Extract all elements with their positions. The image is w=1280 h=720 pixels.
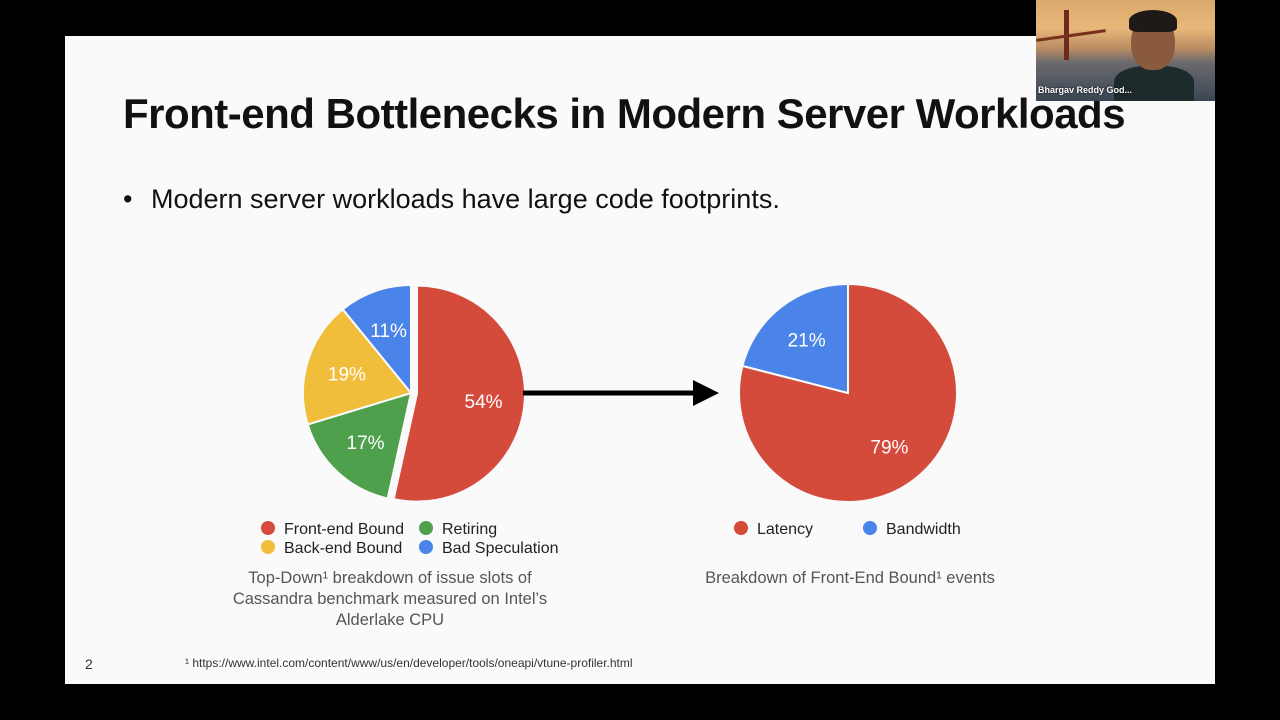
bullet-point: • Modern server workloads have large code… — [123, 184, 780, 215]
legend-swatch-retiring — [419, 521, 433, 535]
bridge-cable-shape — [1036, 29, 1106, 42]
legend-frontend: Latency Bandwidth — [734, 521, 961, 538]
legend-topdown: Front-end Bound Retiring Back-end Bound … — [261, 521, 559, 557]
legend-label-back-end-bound: Back-end Bound — [284, 540, 402, 557]
slice-label-bad-speculation: 11% — [370, 321, 407, 342]
pie-slice-bad-speculation — [341, 283, 412, 396]
pie-slice-back-end-bound — [302, 307, 413, 426]
webcam-video-tile[interactable]: Bhargav Reddy God... — [1036, 0, 1215, 101]
legend-label-bandwidth: Bandwidth — [886, 521, 961, 538]
topdown-pie-chart: 54% 17% 19% 11% — [302, 283, 526, 503]
pie-slice-retiring — [306, 391, 413, 500]
participant-name: Bhargav Reddy God... — [1038, 85, 1133, 95]
slide: Front-end Bottlenecks in Modern Server W… — [65, 36, 1215, 684]
legend-label-retiring: Retiring — [442, 521, 497, 538]
slice-label-front-end-bound: 54% — [465, 392, 503, 413]
caption-frontend: Breakdown of Front-End Bound¹ events — [705, 569, 995, 587]
legend-swatch-back-end-bound — [261, 540, 275, 554]
footnote: ¹ https://www.intel.com/content/www/us/e… — [185, 656, 633, 670]
pie-slice-bandwidth — [741, 282, 849, 395]
bullet-marker: • — [123, 184, 133, 214]
page-number: 2 — [85, 656, 93, 672]
participant-hair — [1129, 10, 1177, 32]
slide-title: Front-end Bottlenecks in Modern Server W… — [123, 90, 1126, 137]
participant-body — [1114, 66, 1194, 101]
legend-swatch-bad-speculation — [419, 540, 433, 554]
legend-label-front-end-bound: Front-end Bound — [284, 521, 404, 538]
legend-label-bad-speculation: Bad Speculation — [442, 540, 559, 557]
arrow — [523, 380, 719, 406]
legend-swatch-latency — [734, 521, 748, 535]
caption-topdown: Top-Down¹ breakdown of issue slots of Ca… — [232, 569, 548, 629]
slice-label-latency: 79% — [870, 437, 908, 458]
legend-label-latency: Latency — [757, 521, 813, 538]
slice-label-back-end-bound: 19% — [328, 365, 366, 386]
bullet-text: Modern server workloads have large code … — [151, 184, 780, 214]
legend-swatch-front-end-bound — [261, 521, 275, 535]
charts-area: 54% 17% 19% 11% 79% 21% Front-end Bound Reti… — [261, 282, 961, 557]
slice-label-bandwidth: 21% — [788, 331, 826, 352]
legend-swatch-bandwidth — [863, 521, 877, 535]
slice-label-retiring: 17% — [347, 433, 385, 454]
pie-slice-front-end-bound — [392, 284, 526, 503]
frontend-pie-chart: 79% 21% — [738, 282, 958, 503]
